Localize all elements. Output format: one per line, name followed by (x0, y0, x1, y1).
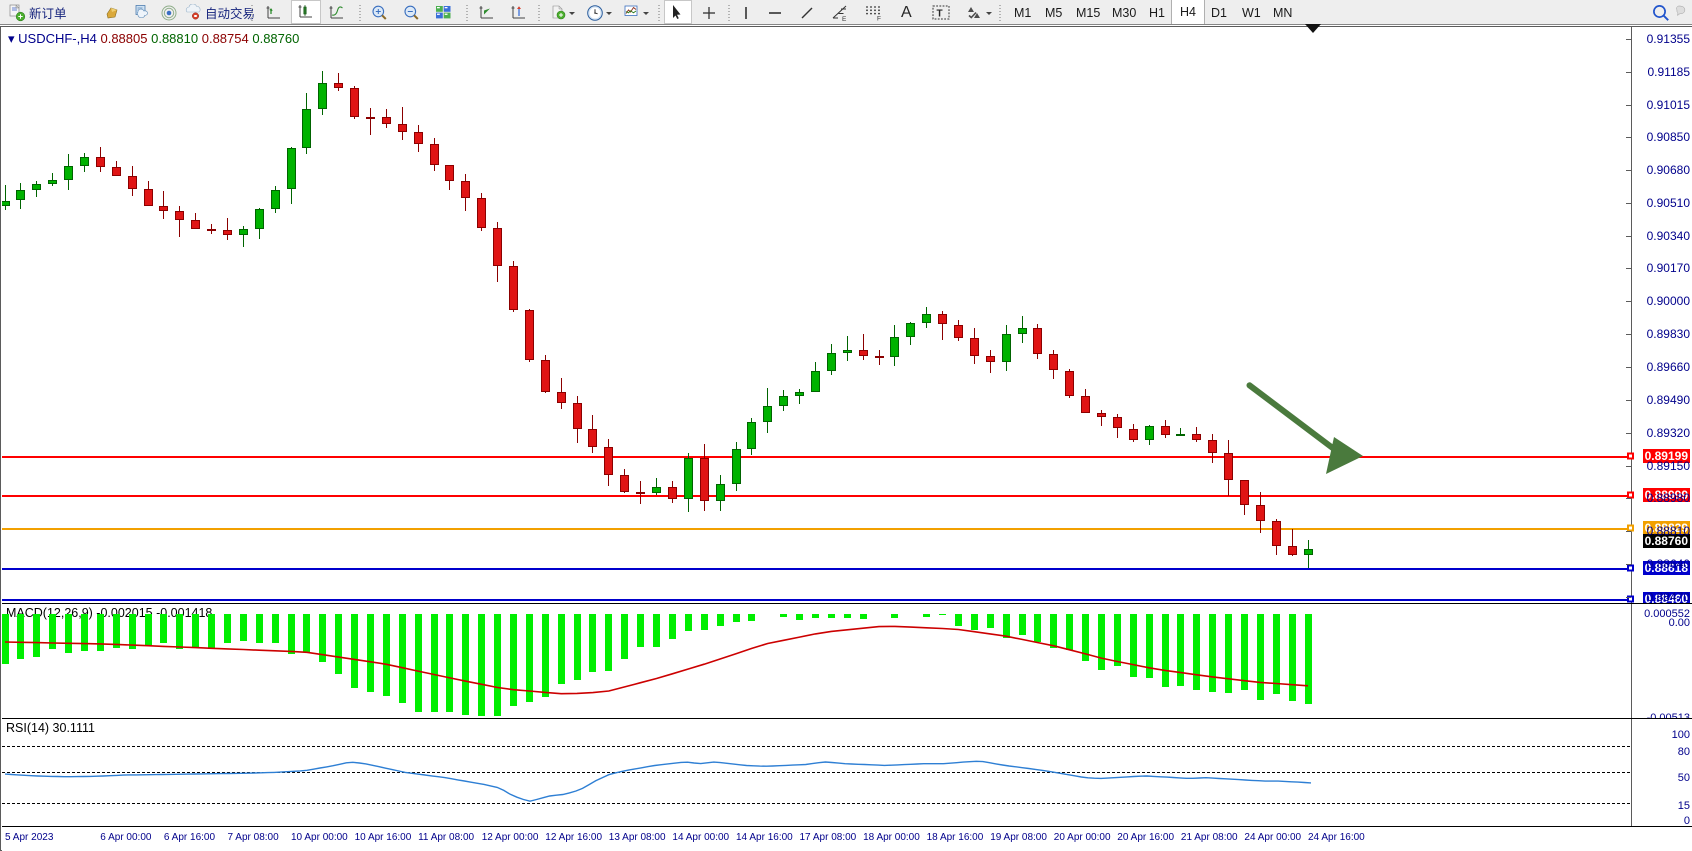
svg-text:E: E (842, 16, 847, 22)
svg-text:F: F (877, 15, 881, 21)
svg-text:T: T (937, 8, 943, 19)
